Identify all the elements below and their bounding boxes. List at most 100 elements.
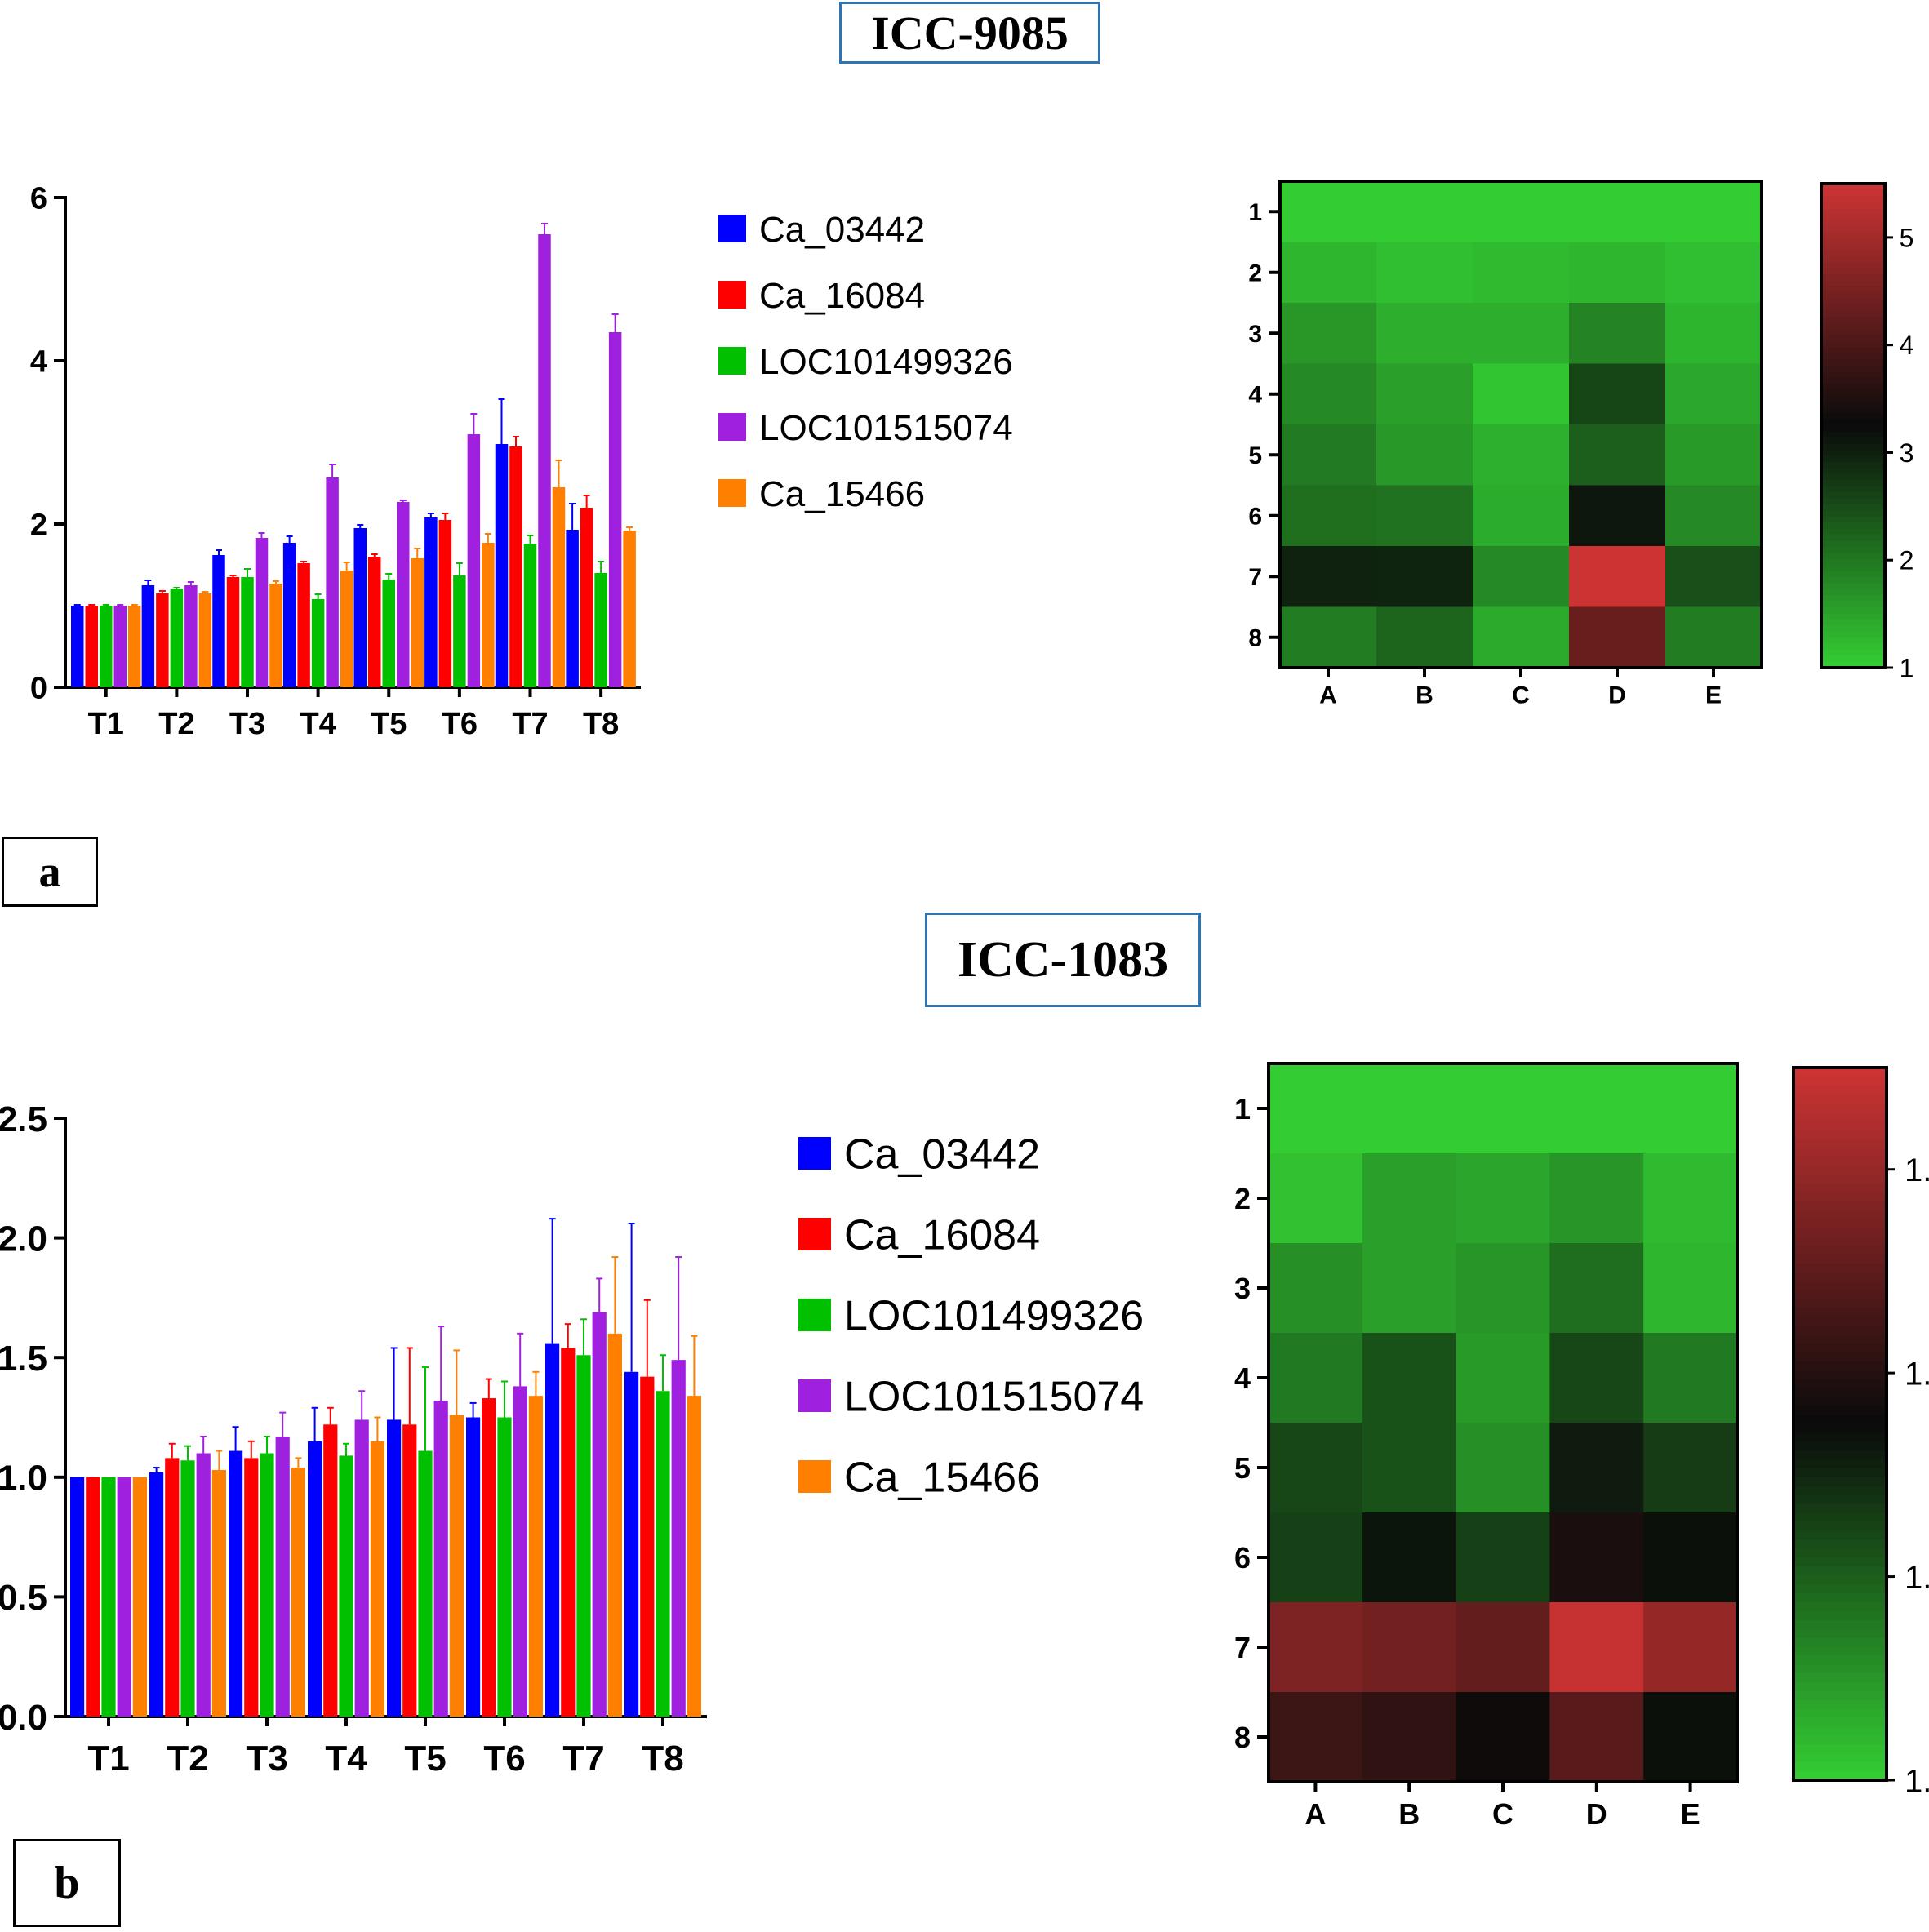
heat-b-colorbar-segment [1793, 1103, 1887, 1113]
heat-b-colorbar-label: 1.2 [1905, 1560, 1929, 1596]
bar-b-x-tick-label: T8 [642, 1739, 683, 1779]
bar-a-x-tick-label: T4 [300, 707, 336, 741]
heat-a-row-label: 7 [1248, 564, 1262, 591]
heat-a-colorbar-segment [1821, 335, 1885, 342]
heat-a-colorbar-segment [1821, 504, 1885, 512]
bar-b-bar-LOC101515074-T6 [513, 1386, 527, 1717]
panel-a-label: a [2, 837, 98, 907]
heat-b-colorbar-segment [1793, 1370, 1887, 1380]
bar-b-x-tick-label: T4 [325, 1739, 367, 1779]
bar-b-legend-label-LOC101499326: LOC101499326 [844, 1293, 1144, 1340]
bar-a-x-tick-label: T7 [512, 707, 548, 741]
heat-a-colorbar-segment [1821, 255, 1885, 264]
bar-b-legend-label-LOC101515074: LOC101515074 [844, 1374, 1144, 1421]
heat-b-cell-5B [1362, 1423, 1457, 1513]
bar-b-legend-swatch-Ca_15466 [798, 1460, 831, 1493]
bar-b-bar-Ca_16084-T1 [86, 1477, 100, 1717]
bar-a-bar-Ca_03442-T6 [424, 517, 438, 687]
bar-a-bar-LOC101499326-T5 [382, 580, 395, 687]
bar-a-bar-LOC101499326-T4 [311, 599, 325, 687]
heat-a-row-label: 2 [1248, 260, 1262, 287]
bar-a-bar-LOC101515074-T1 [113, 606, 127, 687]
bar-a-bar-Ca_03442-T5 [353, 528, 367, 687]
bar-a-bar-Ca_15466-T7 [552, 487, 566, 687]
bar-a-bar-Ca_16084-T4 [297, 563, 310, 687]
heat-a-colorbar-segment [1821, 189, 1885, 197]
heat-b-colorbar-segment [1793, 1557, 1887, 1568]
heat-b-cell-5A [1269, 1423, 1363, 1513]
bar-a-bar-Ca_15466-T6 [482, 543, 495, 687]
heat-b-colorbar-segment [1793, 1681, 1887, 1692]
heat-b-colorbar-segment [1793, 1503, 1887, 1514]
heat-b-cell-3D [1549, 1243, 1644, 1334]
heat-b-colorbar-segment [1793, 1317, 1887, 1327]
bar-b-bar-Ca_03442-T6 [466, 1417, 481, 1717]
heat-b-cell-7C [1456, 1602, 1550, 1693]
heat-b-row-label: 7 [1234, 1631, 1251, 1664]
bar-a-x-tick-label: T6 [442, 707, 478, 741]
bar-b-bar-LOC101515074-T5 [433, 1400, 448, 1717]
heat-a-colorbar-segment [1821, 606, 1885, 615]
heat-a-cell-4D [1569, 363, 1666, 425]
panel-a-title: ICC-9085 [839, 2, 1100, 64]
heat-a-cell-8A [1280, 606, 1377, 668]
bar-a-legend-swatch-Ca_03442 [718, 215, 746, 242]
heat-b-row-label: 1 [1234, 1092, 1251, 1126]
heat-a-colorbar-segment [1821, 588, 1885, 597]
bar-a-legend-swatch-Ca_16084 [718, 281, 746, 309]
heat-b-colorbar-segment [1793, 1441, 1887, 1452]
heat-a-colorbar-segment [1821, 461, 1885, 469]
heat-a-colorbar-segment [1821, 389, 1885, 397]
bar-a-bar-LOC101515074-T5 [397, 502, 410, 687]
heat-b-colorbar-label: 1.6 [1905, 1153, 1929, 1188]
heat-a-cell-7B [1376, 546, 1473, 607]
heat-b-colorbar-label: 1.0 [1905, 1763, 1929, 1799]
bar-b-bar-Ca_15466-T1 [132, 1477, 147, 1717]
heat-a-row-label: 5 [1248, 442, 1262, 469]
heat-b-colorbar-segment [1793, 1415, 1887, 1425]
bar-a-legend-label-Ca_15466: Ca_15466 [759, 474, 925, 514]
heat-b-colorbar-segment [1793, 1264, 1887, 1273]
heat-b-cell-2D [1549, 1153, 1644, 1244]
heat-b-colorbar-segment [1793, 1228, 1887, 1238]
heat-a-row-label: 8 [1248, 625, 1262, 652]
heat-a-colorbar-label: 2 [1900, 546, 1914, 575]
heat-b-colorbar-segment [1793, 1246, 1887, 1256]
heat-b-colorbar-segment [1793, 1521, 1887, 1532]
bar-a-bar-LOC101499326-T1 [100, 606, 113, 687]
heat-b-colorbar-segment [1793, 1326, 1887, 1336]
heat-b-colorbar-frame [1792, 1066, 1888, 1782]
heat-b-colorbar-segment [1793, 1361, 1887, 1372]
bar-a-bar-Ca_16084-T1 [85, 606, 98, 687]
heat-a-colorbar-segment [1821, 184, 1885, 191]
heat-b-colorbar-segment [1793, 1432, 1887, 1443]
bar-a-bar-Ca_03442-T2 [141, 585, 155, 687]
heat-a-cell-5C [1473, 424, 1570, 486]
heat-a-col-label: A [1319, 682, 1337, 709]
heat-a-colorbar-segment [1821, 328, 1885, 336]
heat-a-cell-4B [1376, 363, 1473, 425]
bar-a-bar-LOC101499326-T8 [594, 573, 607, 687]
heat-a-cell-5E [1665, 424, 1762, 486]
heat-a-colorbar-segment [1821, 395, 1885, 402]
heat-a-cell-1D [1569, 181, 1666, 242]
heat-b-cell-8B [1362, 1692, 1457, 1783]
bar-b-bar-Ca_15466-T5 [449, 1415, 464, 1717]
heat-a-colorbar-segment [1821, 480, 1885, 487]
bar-b-y-tick-label: 2.5 [0, 1099, 47, 1139]
heat-a-col-label: B [1416, 682, 1433, 709]
heat-b-cell-1E [1643, 1064, 1738, 1154]
heat-a-cell-2C [1473, 242, 1570, 304]
bar-a-x-tick-label: T8 [583, 707, 619, 741]
heat-a-colorbar-segment [1821, 280, 1885, 288]
heat-b-colorbar-segment [1793, 1219, 1887, 1229]
bar-a-legend-label-Ca_16084: Ca_16084 [759, 276, 925, 316]
heat-a-colorbar-segment [1821, 407, 1885, 415]
heat-b-colorbar-segment [1793, 1352, 1887, 1363]
bar-b-legend-label-Ca_16084: Ca_16084 [844, 1212, 1040, 1259]
heat-a-colorbar-segment [1821, 292, 1885, 300]
heat-a-colorbar-label: 1 [1900, 654, 1914, 683]
heat-a-colorbar-segment [1821, 649, 1885, 657]
heat-a-cell-6B [1376, 485, 1473, 547]
bar-a-bar-LOC101499326-T7 [523, 544, 537, 687]
